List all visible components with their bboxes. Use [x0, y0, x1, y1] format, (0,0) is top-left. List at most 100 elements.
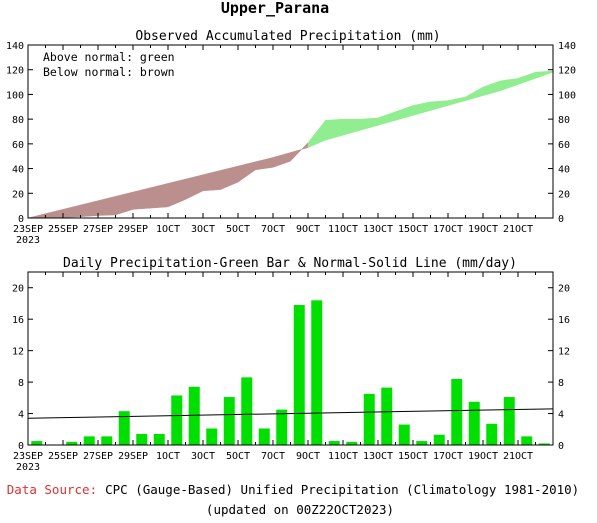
daily-precip-bar	[153, 433, 165, 445]
y-tick-label-left: 0	[18, 441, 24, 452]
daily-precip-bar	[223, 397, 235, 445]
x-tick-label: 17OCT	[433, 451, 463, 462]
above-normal-area-segment	[517, 71, 536, 85]
y-tick-label-left: 140	[6, 41, 24, 52]
daily-precip-bar	[451, 378, 463, 445]
above-normal-area-segment	[430, 100, 449, 111]
y-tick-label-right: 140	[558, 41, 576, 52]
y-tick-label-left: 8	[18, 378, 24, 389]
above-normal-area-segment	[465, 86, 484, 101]
y-tick-label-left: 100	[6, 90, 24, 101]
daily-precip-bar	[276, 409, 288, 445]
footer-source: Data Source: CPC (Gauge-Based) Unified Pr…	[7, 482, 579, 497]
above-normal-area-segment	[360, 117, 379, 131]
above-normal-area-segment	[482, 80, 501, 96]
below-normal-area-segment	[290, 141, 309, 162]
x-tick-label: 23SEP	[13, 224, 43, 235]
above-normal-area-segment	[447, 96, 466, 106]
daily-precip-bar	[398, 424, 410, 445]
x-tick-label: 15OCT	[398, 451, 428, 462]
daily-precip-bar	[468, 401, 480, 445]
daily-precip-bar	[206, 428, 218, 445]
daily-precip-bar	[346, 441, 358, 445]
x-tick-year: 2023	[16, 462, 40, 473]
above-normal-area-segment	[412, 101, 431, 116]
y-tick-label-left: 80	[12, 115, 24, 126]
below-normal-area-segment	[150, 183, 169, 209]
daily-precip-bar	[66, 441, 78, 445]
below-normal-area-segment	[80, 200, 99, 218]
x-tick-label: 5OCT	[226, 224, 250, 235]
above-normal-area-segment	[395, 105, 414, 121]
x-tick-label: 3OCT	[191, 224, 215, 235]
below-normal-area-segment	[115, 191, 134, 216]
x-tick-label: 29SEP	[118, 224, 148, 235]
accumulated-axes: 0 0 20 20 40 40 60 60 80 80 100 100 120 120 140 140 23SE…	[6, 41, 576, 246]
x-tick-label: 11OCT	[328, 224, 358, 235]
footer-updated: (updated on 00Z22OCT2023)	[206, 502, 394, 517]
footer-source-text: CPC (Gauge-Based) Unified Precipitation …	[105, 482, 579, 497]
below-normal-area-segment	[202, 170, 221, 192]
x-tick-label: 25SEP	[48, 224, 78, 235]
x-tick-label: 21OCT	[503, 451, 533, 462]
x-tick-label: 19OCT	[468, 451, 498, 462]
daily-precip-bar	[171, 395, 183, 445]
x-tick-label: 27SEP	[83, 451, 113, 462]
x-tick-label: 7OCT	[261, 224, 285, 235]
x-tick-label: 13OCT	[363, 224, 393, 235]
y-tick-label-right: 100	[558, 90, 576, 101]
below-normal-area-segment	[272, 152, 291, 168]
above-normal-area-segment	[325, 118, 344, 141]
daily-precip-bar	[241, 377, 253, 445]
daily-precip-bar	[101, 436, 113, 445]
daily-precip-bar	[521, 436, 533, 445]
y-tick-label-right: 0	[558, 441, 564, 452]
accumulated-precip-chart: Observed Accumulated Precipitation (mm) …	[6, 29, 576, 246]
daily-precip-bar	[433, 434, 445, 445]
below-normal-area-segment	[45, 209, 64, 218]
above-normal-area-segment	[307, 119, 326, 148]
y-tick-label-left: 4	[18, 410, 24, 421]
x-tick-label: 5OCT	[226, 451, 250, 462]
daily-precip-bar	[416, 441, 428, 445]
y-tick-label-left: 16	[12, 315, 24, 326]
y-tick-label-left: 120	[6, 66, 24, 77]
y-tick-label-right: 16	[558, 315, 570, 326]
daily-precip-bar	[328, 441, 340, 445]
normal-precip-line	[27, 408, 554, 419]
daily-precip-bar	[118, 411, 130, 445]
daily-precip-bar	[486, 423, 498, 445]
x-tick-label: 9OCT	[296, 451, 320, 462]
x-tick-label: 25SEP	[48, 451, 78, 462]
accumulated-plot-area	[27, 70, 554, 219]
x-tick-label: 11OCT	[328, 451, 358, 462]
y-tick-label-left: 0	[18, 214, 24, 225]
y-tick-label-right: 60	[558, 140, 570, 151]
y-tick-label-left: 20	[12, 189, 24, 200]
above-normal-area-segment	[377, 111, 396, 126]
daily-precip-bar	[381, 387, 393, 445]
x-tick-label: 1OCT	[156, 224, 180, 235]
above-normal-area-segment	[500, 78, 519, 92]
below-normal-area-segment	[97, 196, 116, 216]
x-tick-year: 2023	[16, 235, 40, 246]
main-title: Upper_Parana	[221, 0, 329, 17]
x-tick-label: 23SEP	[13, 451, 43, 462]
y-tick-label-right: 20	[558, 284, 570, 295]
daily-precip-bar	[83, 436, 95, 445]
y-tick-label-right: 4	[558, 410, 564, 421]
daily-plot-area	[27, 300, 554, 445]
x-tick-label: 13OCT	[363, 451, 393, 462]
daily-precip-bar	[136, 433, 148, 445]
y-tick-label-left: 12	[12, 347, 24, 358]
daily-precip-bar	[258, 428, 270, 445]
y-tick-label-right: 40	[558, 165, 570, 176]
x-tick-label: 19OCT	[468, 224, 498, 235]
footer-source-label: Data Source:	[7, 482, 97, 497]
x-tick-label: 15OCT	[398, 224, 428, 235]
daily-precip-bar	[538, 443, 550, 445]
x-tick-label: 1OCT	[156, 451, 180, 462]
x-tick-label: 7OCT	[261, 451, 285, 462]
daily-precip-bar	[293, 305, 305, 445]
y-tick-label-left: 60	[12, 140, 24, 151]
